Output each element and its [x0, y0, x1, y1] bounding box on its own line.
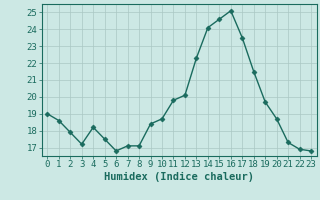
X-axis label: Humidex (Indice chaleur): Humidex (Indice chaleur)	[104, 172, 254, 182]
